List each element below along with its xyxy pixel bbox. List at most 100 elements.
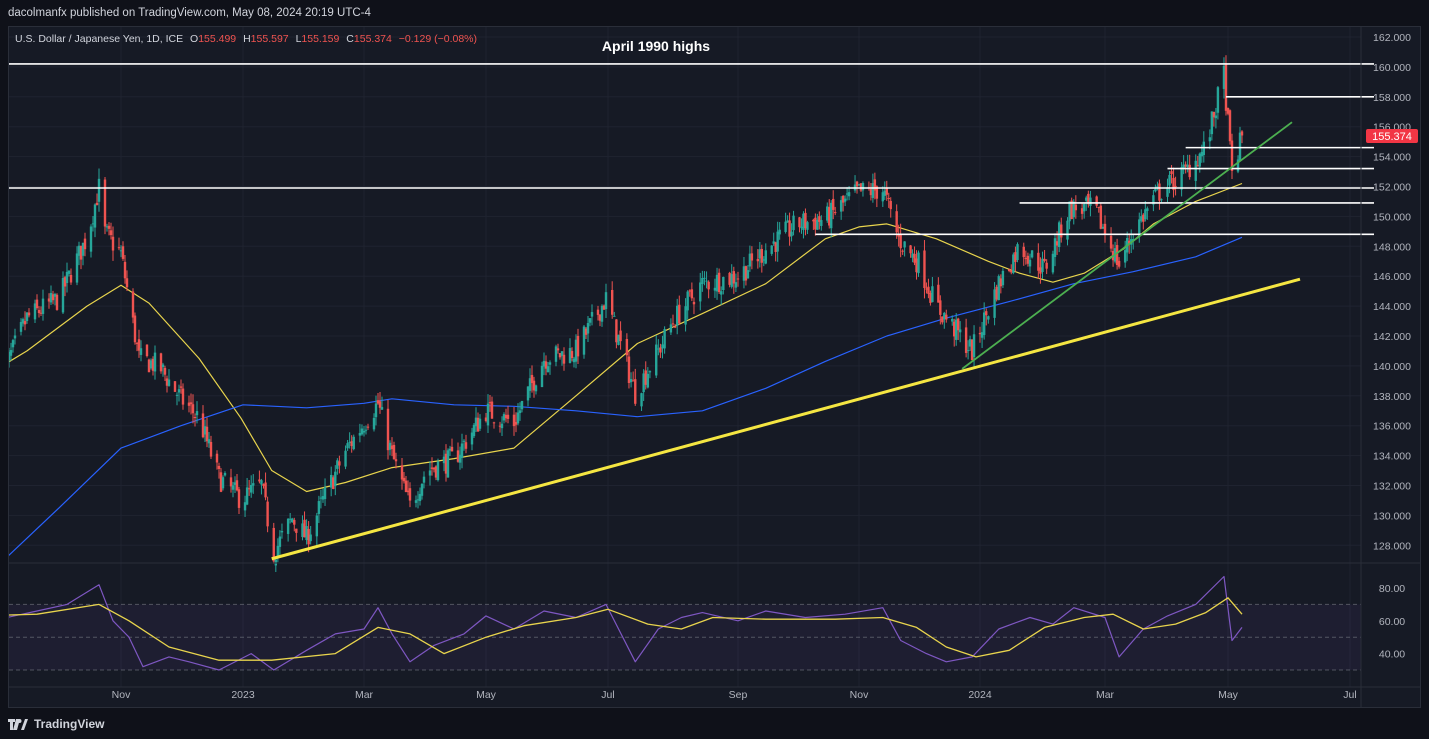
candle-body <box>350 441 353 447</box>
candle-body <box>1087 193 1090 205</box>
candle-body <box>500 423 504 429</box>
x-tick-label: Sep <box>729 689 748 701</box>
candle-body <box>55 294 59 310</box>
candle-body <box>748 253 752 267</box>
candle-body <box>1188 164 1191 178</box>
candle-body <box>386 408 390 451</box>
candle-body <box>554 346 558 362</box>
candle-body <box>358 433 362 436</box>
candle-body <box>663 329 666 349</box>
candle-body <box>871 183 875 198</box>
candle-body <box>392 444 396 460</box>
candle-body <box>484 417 488 422</box>
candle-body <box>1216 87 1220 113</box>
candle-body <box>430 467 434 469</box>
candle-body <box>1001 270 1005 286</box>
candle-body <box>9 350 13 356</box>
candle-body <box>486 403 490 426</box>
candle-body <box>67 270 71 274</box>
chart-svg[interactable]: 128.000 130.000 132.000 134.000 136.000 138.0… <box>0 27 1420 707</box>
chart-panel[interactable]: 128.000 130.000 132.000 134.000 136.000 138.0… <box>0 26 1421 708</box>
rsi-band <box>9 603 1361 671</box>
candle-body <box>590 312 594 317</box>
candle-body <box>1198 153 1201 167</box>
candle-body <box>247 488 251 490</box>
candle-body <box>1180 167 1183 190</box>
candle-body <box>746 270 750 279</box>
candle-body <box>41 298 45 314</box>
candle-body <box>278 536 282 547</box>
candle-body <box>406 490 410 493</box>
candle-body <box>828 207 831 226</box>
candle-body <box>1140 216 1143 221</box>
candle-body <box>776 231 779 252</box>
legend-o-label: O <box>190 33 198 45</box>
candle-body <box>1238 132 1242 161</box>
candle-body <box>788 220 791 237</box>
candle-body <box>1184 164 1187 167</box>
moving-averages <box>0 182 1243 565</box>
candle-body <box>260 480 263 485</box>
candle-body <box>502 414 506 421</box>
trendlines[interactable] <box>271 121 1301 561</box>
candle-body <box>488 402 492 404</box>
rsi-lines <box>0 575 1243 671</box>
candle-body <box>661 344 664 349</box>
candle-body <box>964 327 968 353</box>
candle-body <box>1224 63 1228 111</box>
candle-body <box>27 312 31 316</box>
candle-body <box>39 312 43 314</box>
candle-body <box>1228 110 1232 142</box>
green-trendline[interactable] <box>961 121 1293 370</box>
candle-body <box>1158 183 1161 201</box>
candle-body <box>376 400 380 404</box>
candle-body <box>939 300 942 315</box>
candle-body <box>374 403 378 418</box>
attribution-bar: dacolmanfx published on TradingView.com,… <box>0 0 1429 26</box>
candle-body <box>572 358 576 363</box>
candle-body <box>945 314 948 320</box>
legend-h-value: 155.597 <box>251 33 289 45</box>
candle-body <box>1026 255 1030 264</box>
candle-body <box>498 425 502 427</box>
candle-body <box>446 450 450 478</box>
candle-body <box>613 315 616 317</box>
candle-body <box>332 477 335 489</box>
candle-body <box>889 200 892 210</box>
candle-body <box>1160 199 1163 201</box>
axes: 128.000 130.000 132.000 134.000 136.000 138.0… <box>9 27 1420 707</box>
yellow-trendline[interactable] <box>271 277 1301 561</box>
candle-body <box>923 250 926 289</box>
price-badge: 155.374 <box>1366 129 1418 144</box>
candle-body <box>802 213 805 231</box>
candle-body <box>885 188 888 195</box>
candle-body <box>847 192 851 197</box>
candle-body <box>1240 131 1244 136</box>
candle-body <box>474 417 478 427</box>
candle-body <box>875 186 879 199</box>
candle-body <box>420 483 424 496</box>
candle-body <box>476 417 480 432</box>
candle-body <box>899 233 902 249</box>
candle-body <box>175 394 179 396</box>
candle-body <box>692 301 696 305</box>
candle-body <box>778 229 781 235</box>
candle-body <box>717 272 721 293</box>
candle-body <box>966 350 970 352</box>
candle-body <box>338 461 341 466</box>
footer: TradingView <box>8 713 104 735</box>
candle-body <box>602 305 606 310</box>
x-tick-label: May <box>476 689 497 701</box>
candle-body <box>1142 214 1145 222</box>
candle-body <box>1117 260 1121 267</box>
horizontal-levels[interactable] <box>0 63 1374 236</box>
candle-body <box>985 311 988 316</box>
y-tick-label: 148.000 <box>1373 241 1411 253</box>
candle-body <box>428 470 432 476</box>
candle-body <box>909 245 912 254</box>
candle-body <box>684 306 687 325</box>
candle-body <box>1174 185 1177 187</box>
candle-body <box>956 318 960 331</box>
candle-body <box>897 234 900 237</box>
y-tick-label: 162.000 <box>1373 32 1411 44</box>
